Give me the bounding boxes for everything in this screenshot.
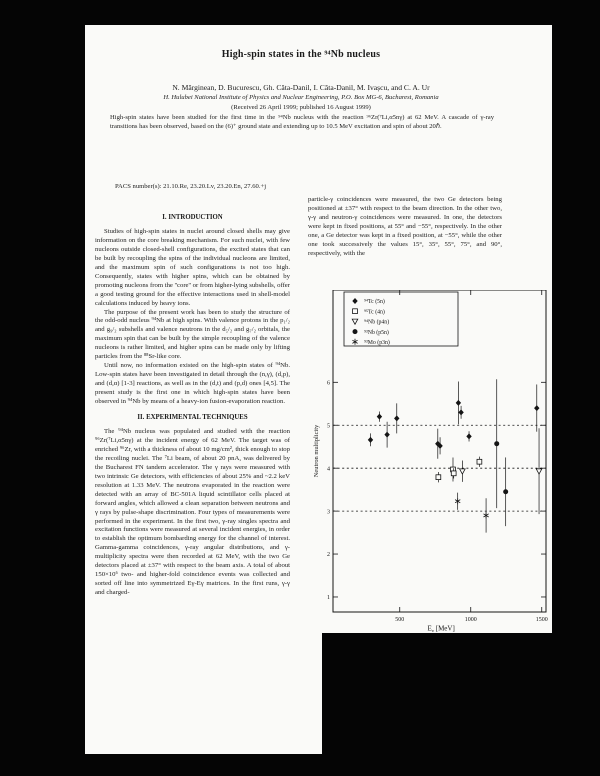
- intro-paragraph: The purpose of the present work has been…: [95, 308, 290, 361]
- pacs-line: PACS number(s): 21.10.Re, 23.20.Lv, 23.2…: [115, 183, 267, 190]
- paper-page: High-spin states in the ⁹⁴Nb nucleus N. …: [85, 25, 552, 754]
- svg-text:2: 2: [327, 552, 330, 558]
- affiliation: H. Hulubei National Institute of Physics…: [163, 94, 439, 101]
- svg-text:1: 1: [327, 595, 330, 601]
- svg-text:1500: 1500: [536, 617, 548, 623]
- figure-1: 500 1000 1500 1 2 3 4 5 6 Neutron multiplicity Eγ …: [310, 289, 552, 635]
- continuation-paragraph: particle-γ coincidences were measured, t…: [308, 196, 502, 257]
- author-list: N. Mărginean, D. Bucurescu, Gh. Căta-Dan…: [172, 83, 430, 92]
- neutron-multiplicity-chart: 500 1000 1500 1 2 3 4 5 6 Neutron multiplicity Eγ …: [313, 289, 548, 635]
- section-heading-experimental: II. EXPERIMENTAL TECHNIQUES: [137, 414, 248, 422]
- svg-text:Eγ [MeV]: Eγ [MeV]: [428, 625, 455, 633]
- svg-text:4: 4: [327, 466, 330, 472]
- abstract: High-spin states have been studied for t…: [110, 114, 494, 130]
- svg-text:1000: 1000: [465, 617, 477, 623]
- svg-text:⁹³Nb (p5n): ⁹³Nb (p5n): [364, 329, 389, 336]
- svg-text:5: 5: [327, 423, 330, 429]
- svg-text:Neutron multiplicity: Neutron multiplicity: [313, 424, 320, 477]
- column-right-text: particle-γ coincidences were measured, t…: [308, 196, 502, 288]
- svg-text:⁹³Mo (p3n): ⁹³Mo (p3n): [364, 339, 390, 346]
- svg-text:500: 500: [395, 617, 404, 623]
- paper-title: High-spin states in the ⁹⁴Nb nucleus: [221, 49, 381, 60]
- intro-paragraph: Until now, no information existed on the…: [95, 362, 290, 406]
- svg-text:⁹⁴Tc (5n): ⁹⁴Tc (5n): [364, 298, 385, 305]
- experimental-paragraph: The ⁹⁴Nb nucleus was populated and studi…: [95, 427, 290, 597]
- received-line: (Received 26 April 1999; published 16 Au…: [231, 103, 371, 111]
- column-left: I. INTRODUCTION Studies of high-spin sta…: [95, 214, 290, 746]
- svg-text:3: 3: [327, 509, 330, 515]
- svg-text:⁹⁵Tc (4n): ⁹⁵Tc (4n): [364, 308, 385, 315]
- intro-paragraph: Studies of high-spin states in nuclei ar…: [95, 227, 290, 307]
- section-heading-introduction: I. INTRODUCTION: [162, 214, 223, 221]
- scan-dark-region: [322, 633, 552, 754]
- svg-text:6: 6: [327, 381, 330, 387]
- svg-text:⁹⁴Nb (p4n): ⁹⁴Nb (p4n): [364, 319, 389, 326]
